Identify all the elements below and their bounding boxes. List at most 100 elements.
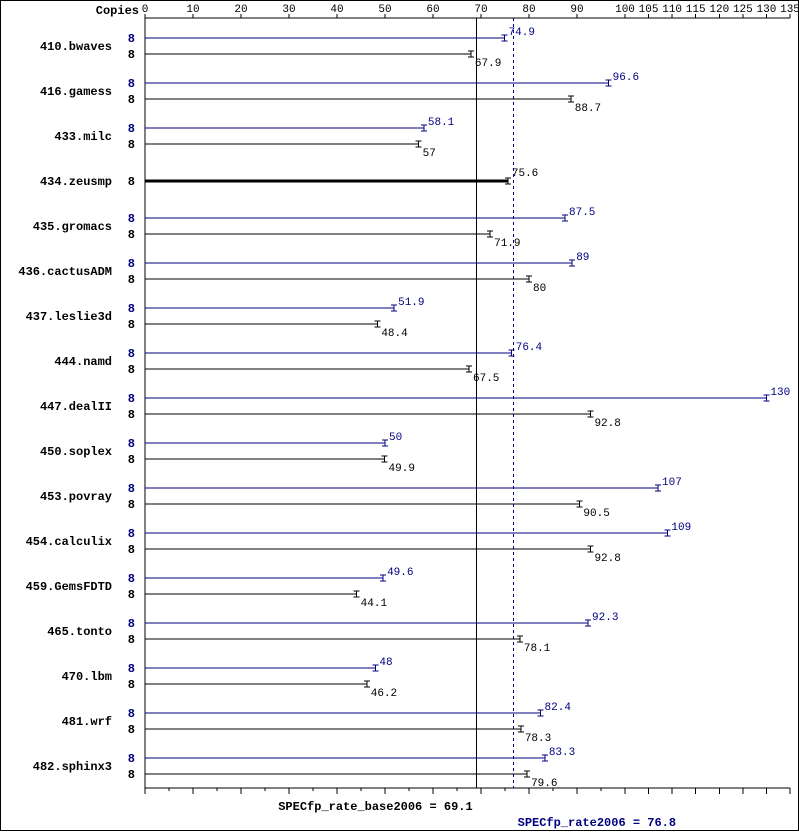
value-label-peak: 74.9 [509,27,535,39]
value-label-peak: 107 [662,477,682,489]
value-label-peak: 48 [379,657,392,669]
value-label-peak: 82.4 [545,702,572,714]
benchmark-label: 465.tonto [47,625,112,639]
x-tick-label: 80 [522,4,535,16]
chart-border [1,1,799,831]
benchmark-label: 453.povray [40,490,112,504]
value-label-peak: 51.9 [398,297,424,309]
value-label-base: 78.3 [525,733,551,745]
x-tick-label: 130 [757,4,777,16]
copies-label-peak: 8 [128,527,135,541]
value-label-peak: 58.1 [428,117,455,129]
copies-label-peak: 8 [128,482,135,496]
copies-label-base: 8 [128,498,135,512]
copies-label-peak: 8 [128,572,135,586]
value-label-base: 92.8 [594,553,620,565]
copies-label-base: 8 [128,588,135,602]
x-tick-label: 135 [780,4,799,16]
x-tick-label: 30 [282,4,295,16]
copies-label-base: 8 [128,273,135,287]
copies-label-peak: 8 [128,32,135,46]
value-label-base: 88.7 [575,103,601,115]
value-label-base: 57 [423,148,436,160]
x-tick-label: 20 [234,4,247,16]
copies-label-base: 8 [128,48,135,62]
value-label-base: 80 [533,283,546,295]
copies-label-peak: 8 [128,707,135,721]
x-tick-label: 0 [142,4,149,16]
copies-label-base: 8 [128,543,135,557]
value-label-base: 78.1 [524,643,551,655]
benchmark-label: 410.bwaves [40,40,112,54]
copies-label-peak: 8 [128,662,135,676]
value-label-base: 67.9 [475,58,501,70]
x-tick-label: 70 [474,4,487,16]
value-label-base: 48.4 [381,328,408,340]
benchmark-label: 435.gromacs [33,220,112,234]
value-label-base: 71.9 [494,238,520,250]
value-label-peak: 50 [389,432,402,444]
copies-label-peak: 8 [128,437,135,451]
chart-svg: Copies0102030405060708090100105110115120… [0,0,799,831]
copies-label-peak: 8 [128,392,135,406]
value-label-peak: 76.4 [516,342,543,354]
copies-label-peak: 8 [128,302,135,316]
copies-label-base: 8 [128,228,135,242]
value-label-peak: 130 [770,387,790,399]
copies-label-base: 8 [128,318,135,332]
value-label-base: 49.9 [389,463,415,475]
benchmark-label: 470.lbm [62,670,112,684]
copies-label-peak: 8 [128,617,135,631]
benchmark-label: 481.wrf [62,715,112,729]
copies-label-base: 8 [128,93,135,107]
value-label-base: 67.5 [473,373,499,385]
benchmark-label: 482.sphinx3 [33,760,112,774]
value-label-peak: 83.3 [549,747,575,759]
x-tick-label: 120 [709,4,729,16]
x-tick-label: 50 [378,4,391,16]
benchmark-label: 454.calculix [26,535,112,549]
copies-label-base: 8 [128,723,135,737]
copies-label-peak: 8 [128,77,135,91]
copies-label-base: 8 [128,138,135,152]
copies-label-base: 8 [128,768,135,782]
value-label-base: 44.1 [361,598,388,610]
value-label-peak: 49.6 [387,567,413,579]
copies-label-peak: 8 [128,257,135,271]
ref-label-base: SPECfp_rate_base2006 = 69.1 [278,800,472,814]
value-label-peak: 96.6 [613,72,639,84]
copies-label: 8 [128,175,135,189]
x-tick-label: 105 [639,4,659,16]
value-label: 75.6 [512,168,538,180]
x-tick-label: 100 [615,4,635,16]
copies-label-peak: 8 [128,212,135,226]
x-tick-label: 40 [330,4,343,16]
benchmark-label: 416.gamess [40,85,112,99]
x-tick-label: 110 [662,4,682,16]
copies-label-base: 8 [128,363,135,377]
value-label-peak: 87.5 [569,207,595,219]
benchmark-label: 450.soplex [40,445,112,459]
benchmark-label: 433.milc [54,130,112,144]
value-label-peak: 109 [671,522,691,534]
value-label-peak: 92.3 [592,612,618,624]
spec-chart: Copies0102030405060708090100105110115120… [0,0,799,831]
ref-label-peak: SPECfp_rate2006 = 76.8 [518,816,676,830]
value-label-base: 79.6 [531,778,557,790]
benchmark-label: 434.zeusmp [40,175,112,189]
value-label-base: 46.2 [371,688,397,700]
benchmark-label: 447.dealII [40,400,112,414]
copies-label-peak: 8 [128,347,135,361]
value-label-base: 92.8 [594,418,620,430]
benchmark-label: 436.cactusADM [18,265,112,279]
benchmark-label: 437.leslie3d [26,310,112,324]
copies-label-base: 8 [128,633,135,647]
copies-label-base: 8 [128,678,135,692]
copies-label-peak: 8 [128,122,135,136]
copies-label-base: 8 [128,453,135,467]
x-tick-label: 10 [186,4,199,16]
x-tick-label: 90 [570,4,583,16]
axis-label-copies: Copies [96,4,139,18]
x-tick-label: 125 [733,4,753,16]
benchmark-label: 459.GemsFDTD [26,580,112,594]
